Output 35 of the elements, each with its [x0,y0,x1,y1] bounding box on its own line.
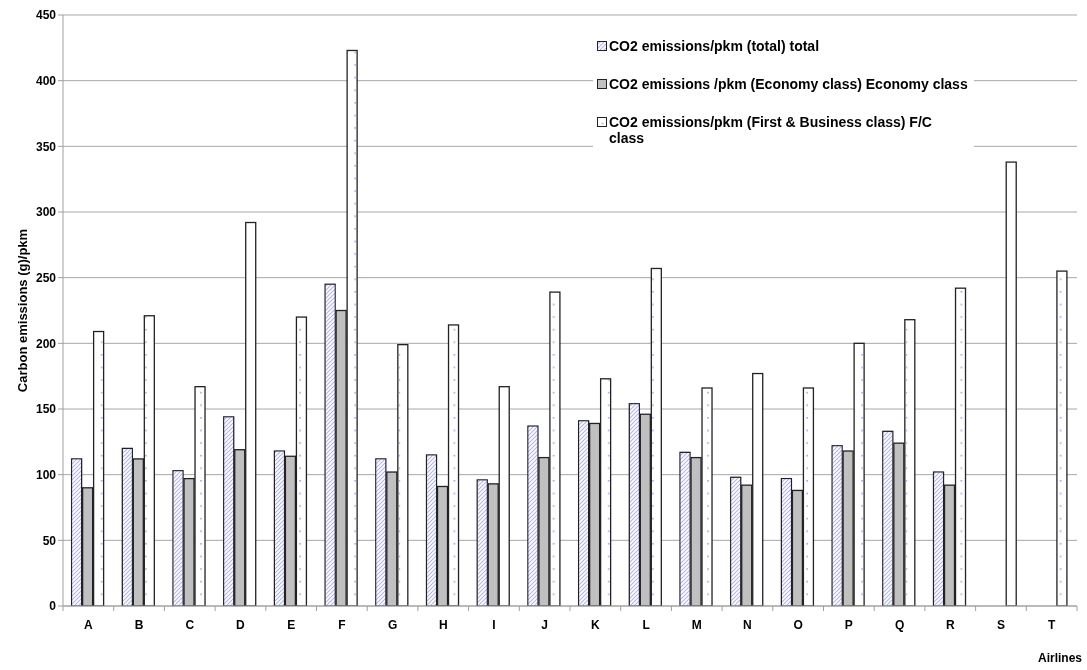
y-tick-label: 350 [35,139,57,154]
y-tick-label: 250 [35,270,57,285]
legend-label: CO2 emissions/pkm (First & Business class) F/C class [609,114,933,146]
x-tick-label: C [185,618,195,632]
legend-label: CO2 emissions/pkm (total) total [609,38,821,54]
x-tick-label: E [287,618,296,632]
x-tick-label: T [1047,618,1056,632]
x-tick-label: D [236,618,246,632]
x-tick-label: Q [894,618,905,632]
x-tick-label: S [996,618,1005,632]
x-tick-label: P [844,618,853,632]
x-tick-label: F [338,618,346,632]
x-tick-label: H [438,618,448,632]
y-tick-label: 100 [35,467,57,482]
y-tick-label: 200 [35,336,57,351]
x-tick-label: L [642,618,650,632]
x-tick-label: N [743,618,752,632]
y-tick-label: 450 [35,8,57,23]
x-tick-label: K [591,618,601,632]
y-axis-title: Carbon emissions (g)/pkm [14,228,30,393]
x-tick-label: I [492,618,496,632]
x-tick-label: O [793,618,803,632]
x-tick-label: G [387,618,398,632]
legend-label: CO2 emissions /pkm (Economy class) Economy class [609,76,968,92]
y-tick-label: 150 [35,402,57,417]
x-axis-title: Airlines [1037,651,1083,665]
x-tick-label: R [945,618,955,632]
y-tick-label: 50 [42,533,57,548]
y-tick-label: 0 [49,599,57,614]
x-tick-label: B [134,618,144,632]
x-tick-label: J [541,618,548,632]
y-tick-label: 400 [35,73,57,88]
x-tick-label: A [84,618,94,632]
y-tick-label: 300 [35,205,57,220]
x-tick-label: M [691,618,702,632]
